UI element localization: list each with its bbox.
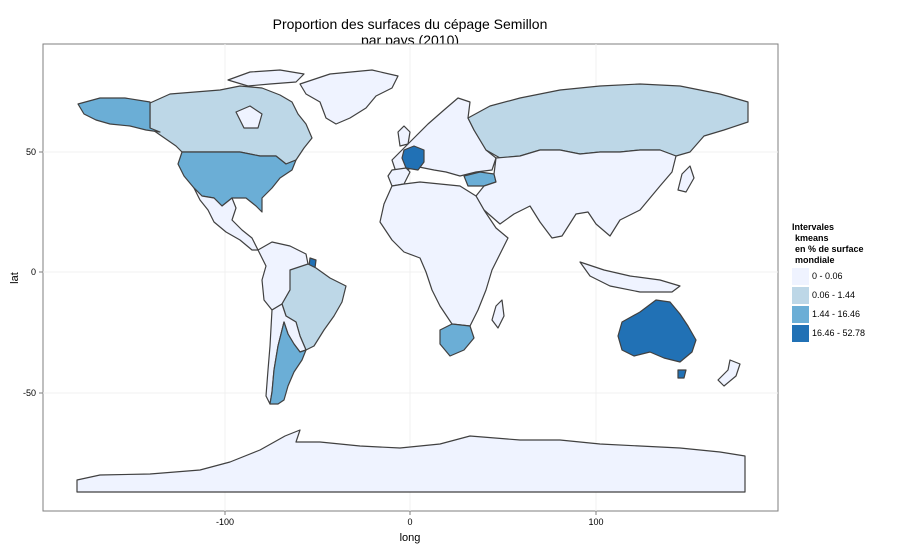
x-tick-label: 100 [588,517,603,527]
legend-title-line: kmeans [795,233,829,243]
region-france [401,145,425,171]
legend-item: 1.44 - 16.46 [792,306,900,326]
legend-swatch [792,268,809,285]
region-uk [397,125,411,147]
y-axis-label: lat [9,272,21,284]
legend: Intervales kmeans en % de surface mondia… [792,222,865,348]
region-antarctica [76,429,746,493]
region-canada-islands [227,69,305,87]
legend-label: 16.46 - 52.78 [812,328,866,338]
x-tick-label: -100 [216,517,234,527]
region-canada-island-2 [235,105,263,129]
legend-swatch [792,287,809,304]
legend-label: 0 - 0.06 [812,271,843,281]
region-new-zealand [717,359,741,387]
map-title: Proportion des surfaces du cépage Semill… [272,16,548,32]
region-south-africa [439,323,475,357]
axis-ticks [39,151,597,515]
legend-title-line: Intervales [792,222,835,232]
y-tick-label: -50 [23,388,36,398]
legend-label: 0.06 - 1.44 [812,290,856,300]
legend-label: 1.44 - 16.46 [812,309,861,319]
region-africa [379,181,509,327]
legend-title-line: en % de surface [795,244,864,254]
region-madagascar [491,299,505,329]
region-tasmania [677,369,687,379]
legend-title-line: mondiale [795,255,835,265]
x-tick-label: 0 [407,517,412,527]
region-japan [677,165,695,193]
region-mexico [193,187,259,251]
y-tick-label: 0 [31,267,36,277]
region-australia [617,299,697,363]
legend-title: Intervales kmeans en % de surface mondia… [792,222,864,266]
y-tick-label: 50 [26,147,36,157]
region-indonesia [579,261,681,293]
region-argentina [269,321,307,405]
legend-item: 0.06 - 1.44 [792,287,900,307]
legend-swatch [792,306,809,323]
x-axis-label: long [400,532,421,544]
region-alaska [77,97,161,133]
region-greenland [299,69,399,125]
legend-item: 0 - 0.06 [792,268,900,288]
legend-item: 16.46 - 52.78 [792,325,900,345]
legend-swatch [792,325,809,342]
